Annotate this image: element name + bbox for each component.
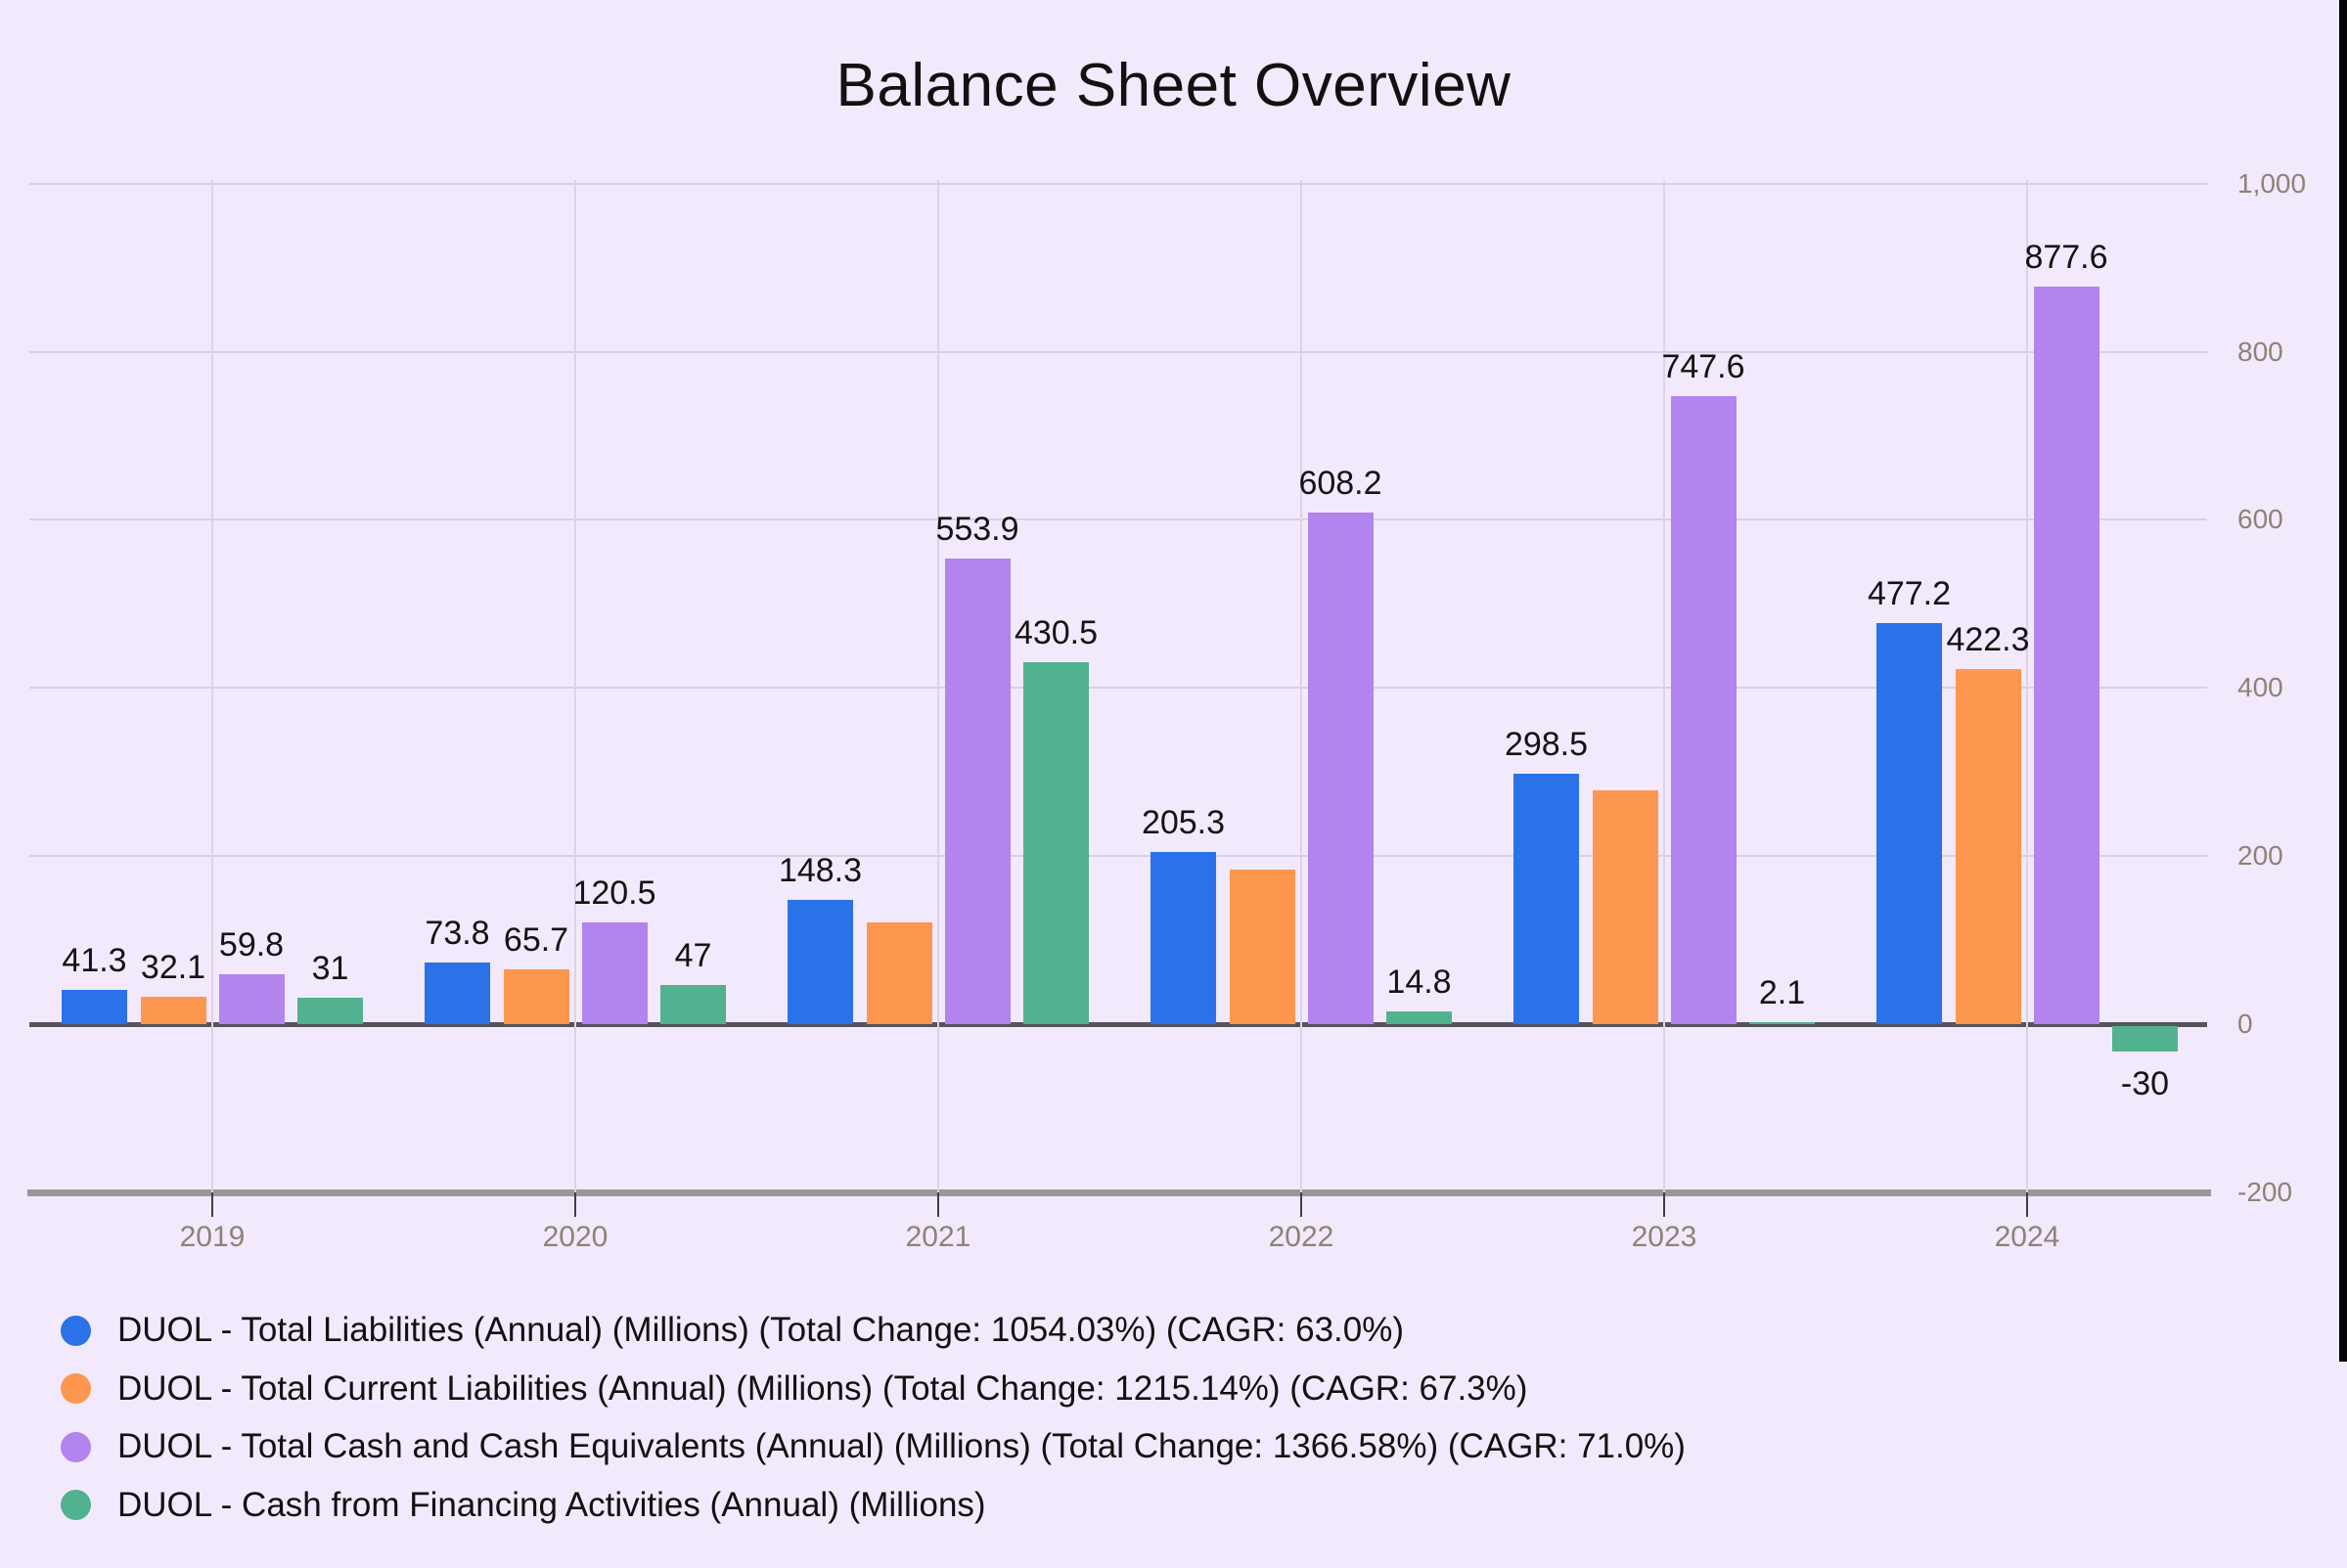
right-scrollbar[interactable]	[2339, 0, 2347, 1362]
bar-value-label: 120.5	[572, 874, 656, 913]
bar-value-label: 2.1	[1758, 974, 1806, 1012]
bar-value-label: 32.1	[140, 949, 206, 987]
legend-swatch-circle-icon	[61, 1431, 91, 1462]
bar-2023-series4[interactable]	[1749, 1022, 1815, 1024]
axis-tick	[937, 1192, 939, 1217]
y-axis-label: 1,000	[2237, 167, 2307, 199]
axis-tick	[211, 1192, 213, 1217]
bar-2024-series4[interactable]	[2112, 1026, 2178, 1052]
bar-2023-series1[interactable]	[1513, 773, 1579, 1024]
legend-swatch-circle-icon	[61, 1315, 91, 1346]
legend-item-series4[interactable]: DUOL - Cash from Financing Activities (A…	[61, 1484, 986, 1527]
bar-2022-series3[interactable]	[1307, 513, 1374, 1024]
bar-value-label: -30	[2120, 1064, 2170, 1102]
bar-2024-series3[interactable]	[2033, 286, 2099, 1024]
bar-2022-series4[interactable]	[1386, 1011, 1452, 1024]
x-axis-baseline	[27, 1188, 2211, 1196]
h-gridline	[29, 518, 2207, 521]
h-gridline	[29, 687, 2207, 690]
y-axis-label: 800	[2237, 336, 2283, 367]
bar-value-label: 14.8	[1386, 963, 1452, 1002]
bar-value-label: 298.5	[1504, 725, 1589, 763]
axis-tick	[2026, 1192, 2028, 1217]
legend-item-series3[interactable]: DUOL - Total Cash and Cash Equivalents (…	[61, 1425, 1686, 1468]
bar-2021-series1[interactable]	[788, 899, 853, 1024]
legend-label: DUOL - Total Current Liabilities (Annual…	[117, 1368, 1528, 1408]
bar-value-label: 205.3	[1141, 803, 1226, 841]
h-gridline	[29, 855, 2207, 858]
y-axis-label: 200	[2237, 840, 2283, 872]
x-axis-label: 2023	[1631, 1221, 1697, 1253]
legend-item-series1[interactable]: DUOL - Total Liabilities (Annual) (Milli…	[61, 1309, 1404, 1352]
bar-value-label: 430.5	[1014, 614, 1099, 652]
bar-2024-series2[interactable]	[1955, 669, 2021, 1024]
bar-2021-series3[interactable]	[944, 559, 1011, 1024]
bar-2019-series1[interactable]	[62, 989, 127, 1024]
bar-2019-series3[interactable]	[218, 973, 285, 1024]
h-gridline	[29, 182, 2207, 185]
y-axis-label: 400	[2237, 672, 2283, 703]
y-axis-label: -200	[2237, 1176, 2293, 1207]
bar-2020-series2[interactable]	[503, 968, 569, 1024]
bar-value-label: 477.2	[1867, 575, 1952, 612]
legend-swatch-circle-icon	[61, 1373, 91, 1404]
x-axis-label: 2022	[1268, 1221, 1334, 1253]
v-gridline	[2026, 180, 2028, 1192]
h-gridline	[29, 350, 2207, 353]
y-axis-label: 600	[2237, 504, 2283, 535]
v-gridline	[1300, 180, 1302, 1192]
bar-2019-series2[interactable]	[140, 997, 206, 1024]
bar-2023-series3[interactable]	[1670, 395, 1737, 1024]
axis-tick	[1300, 1192, 1302, 1217]
zero-axis-line	[29, 1022, 2207, 1027]
bar-value-label: 31	[311, 950, 349, 988]
bar-2022-series1[interactable]	[1151, 851, 1216, 1024]
chart-title: Balance Sheet Overview	[835, 52, 1512, 119]
bar-value-label: 148.3	[778, 851, 863, 889]
bar-2023-series2[interactable]	[1592, 790, 1658, 1024]
legend-label: DUOL - Total Liabilities (Annual) (Milli…	[117, 1311, 1404, 1349]
bar-2019-series4[interactable]	[297, 998, 363, 1024]
bar-value-label: 877.6	[2024, 238, 2108, 276]
bar-2022-series2[interactable]	[1229, 869, 1295, 1024]
bar-value-label: 422.3	[1946, 621, 2030, 659]
legend-swatch-circle-icon	[61, 1490, 91, 1520]
legend-label: DUOL - Cash from Financing Activities (A…	[117, 1485, 986, 1524]
bar-2021-series2[interactable]	[866, 922, 932, 1024]
axis-tick	[1663, 1192, 1665, 1217]
v-gridline	[211, 180, 213, 1192]
legend-item-series2[interactable]: DUOL - Total Current Liabilities (Annual…	[61, 1367, 1527, 1411]
bar-value-label: 47	[674, 936, 712, 974]
y-axis-label: 0	[2237, 1008, 2253, 1039]
x-axis-label: 2020	[542, 1221, 609, 1253]
axis-tick	[574, 1192, 576, 1217]
bar-2020-series4[interactable]	[660, 984, 726, 1024]
bar-2020-series3[interactable]	[581, 922, 648, 1024]
bar-2020-series1[interactable]	[425, 962, 490, 1024]
v-gridline	[937, 180, 939, 1192]
bar-value-label: 553.9	[935, 511, 1019, 549]
bar-value-label: 747.6	[1661, 347, 1745, 385]
bar-value-label: 41.3	[62, 941, 127, 979]
v-gridline	[574, 180, 576, 1192]
legend-label: DUOL - Total Cash and Cash Equivalents (…	[117, 1427, 1686, 1465]
bar-2024-series1[interactable]	[1876, 622, 1942, 1024]
x-axis-label: 2021	[905, 1221, 971, 1253]
v-gridline	[1663, 180, 1665, 1192]
x-axis-label: 2019	[179, 1221, 246, 1253]
bar-value-label: 65.7	[503, 920, 569, 959]
bar-2021-series4[interactable]	[1023, 662, 1089, 1024]
x-axis-label: 2024	[1994, 1221, 2060, 1253]
bar-value-label: 73.8	[425, 914, 490, 952]
bar-value-label: 59.8	[218, 925, 285, 963]
bar-value-label: 608.2	[1298, 465, 1382, 503]
